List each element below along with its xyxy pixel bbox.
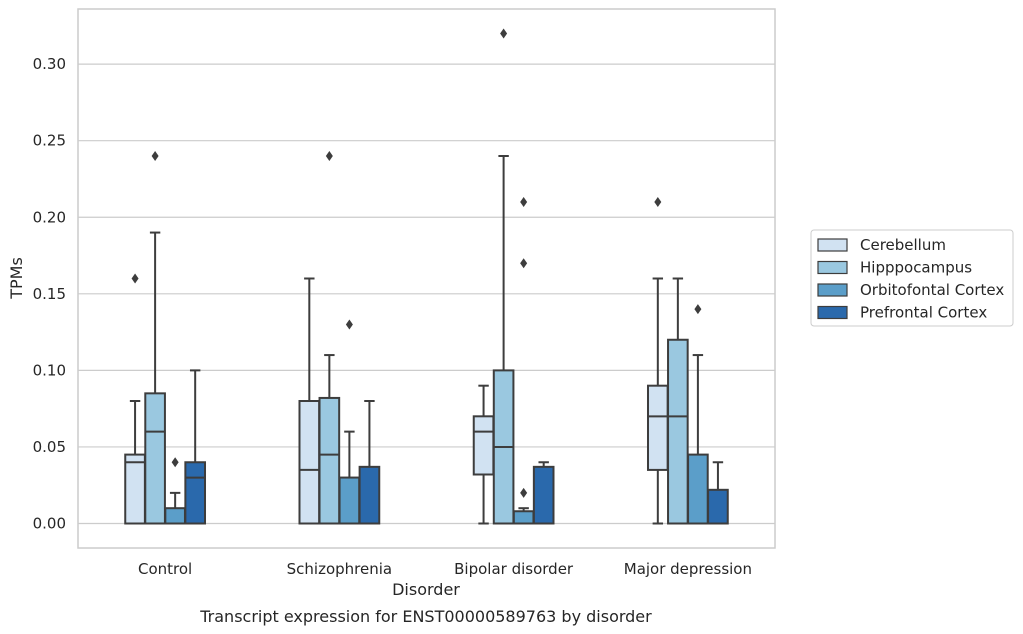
x-tick-label: Bipolar disorder [454,560,574,578]
box [667,338,689,525]
y-tick-label: 0.25 [33,132,66,150]
outlier-point [520,196,528,207]
plot-frame [77,8,776,549]
outlier-point [654,196,662,207]
outlier-point [520,258,528,269]
y-axis: 0.00 0.05 0.10 0.15 0.20 0.25 0.30 [33,55,66,532]
legend-frame [810,229,1014,327]
legend-swatch [817,305,848,320]
y-axis-label: TPMs [7,257,26,300]
box [646,384,669,471]
y-tick-label: 0.05 [33,438,66,456]
box [707,488,729,525]
legend-swatch [817,238,848,252]
y-tick-label: 0.00 [33,515,66,533]
box [338,476,361,525]
legend-label: Prefrontal Cortex [860,304,987,322]
box [124,453,146,525]
y-tick-label: 0.20 [33,208,66,226]
legend-swatch [817,260,848,275]
y-tick-label: 0.30 [33,55,66,73]
box [144,392,166,525]
box [164,507,186,525]
y-tick-label: 0.15 [33,285,66,303]
boxes-layer [124,28,729,525]
legend-swatch [817,283,848,297]
box [512,510,535,525]
y-tick-label: 0.10 [33,361,66,379]
outlier-point [171,457,179,468]
x-tick-label: Control [138,560,192,578]
outlier-point [131,273,139,284]
x-tick-label: Schizophrenia [287,560,392,578]
figure-caption: Transcript expression for ENST0000058976… [199,607,652,626]
x-tick-label: Major depression [624,560,752,578]
x-axis-label: Disorder [392,580,460,599]
legend-label: Cerebellum [860,236,946,254]
x-axis: Control Schizophrenia Bipolar disorder Majo… [138,560,752,578]
outlier-point [151,151,159,161]
outlier-point [520,487,528,498]
box [318,396,341,525]
legend-label: Orbitofontal Cortex [860,281,1004,299]
box [687,453,709,525]
box [358,465,381,525]
legend: Cerebellum Hipppocampus Orbitofontal Corte… [810,229,1014,327]
box [532,465,555,525]
box [472,415,495,476]
outlier-point [345,319,353,330]
box [184,461,207,525]
box [298,400,321,525]
outlier-point [325,151,333,161]
legend-label: Hipppocampus [860,259,972,277]
outlier-point [500,28,508,39]
outlier-point [694,304,702,315]
